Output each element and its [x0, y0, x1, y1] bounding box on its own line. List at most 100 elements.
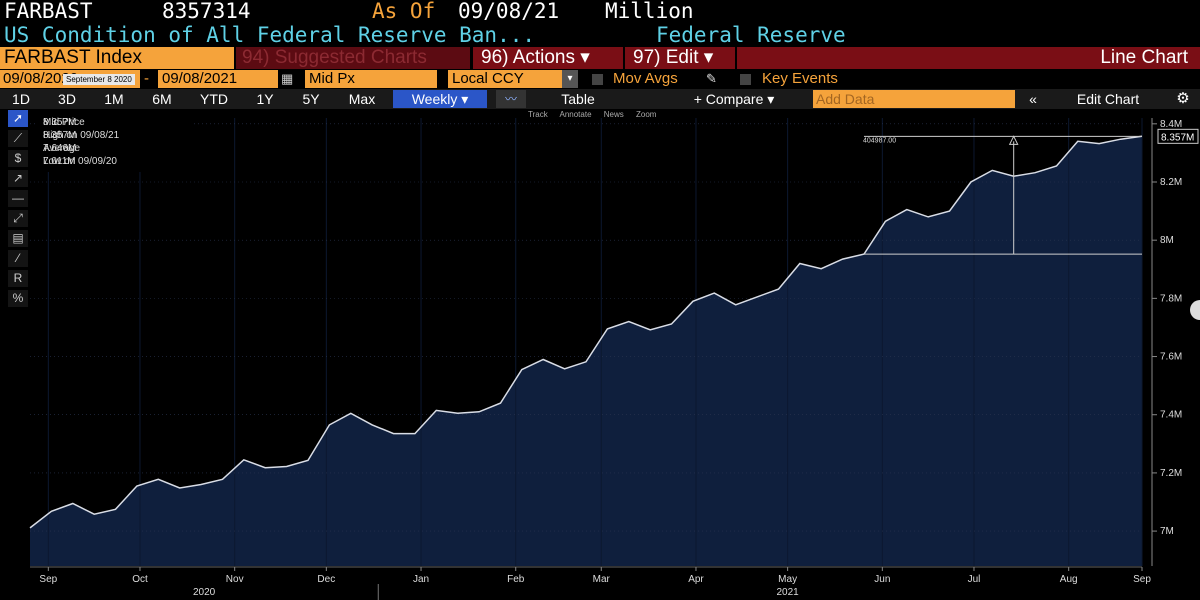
x-tick-label: Nov: [226, 574, 244, 585]
last-value-box: [1157, 128, 1199, 144]
collapse-icon[interactable]: «: [1029, 91, 1037, 107]
edit-menu[interactable]: 97) Edit ▾: [625, 47, 735, 69]
as-of-date: 09/08/21: [458, 0, 560, 23]
index-name-field[interactable]: FARBAST Index: [0, 47, 234, 69]
y-tick-label: 7.2M: [1160, 468, 1182, 479]
last-value-label: 8.357M: [1161, 132, 1194, 143]
series-area: [30, 136, 1142, 567]
x-tick-label: Oct: [132, 574, 148, 585]
percent-icon[interactable]: %: [8, 290, 28, 307]
security-description: US Condition of All Federal Reserve Ban.…: [4, 23, 536, 47]
compare-button[interactable]: + Compare ▾: [693, 91, 775, 107]
x-tick-label: May: [778, 574, 797, 585]
key-events-label: Key Events: [762, 70, 838, 87]
y-tick-label: 8.2M: [1160, 177, 1182, 188]
currency-select[interactable]: Local CCY: [448, 70, 562, 88]
description-row: US Condition of All Federal Reserve Ban.…: [0, 23, 1200, 47]
channel-icon[interactable]: ▤: [8, 230, 28, 247]
period-select[interactable]: Weekly ▾: [393, 90, 487, 108]
horizontal-line-icon[interactable]: —: [8, 190, 28, 207]
timeframe-1y[interactable]: 1Y: [256, 91, 274, 107]
legend-series-value: 8.357M: [43, 117, 77, 128]
timeframe-1d[interactable]: 1D: [12, 91, 30, 107]
drawing-toolbar: ➚ ⟋ $ ↗ — ⤢ ▤ ⁄ R %: [8, 110, 30, 310]
timeframe-row: 1D 3D 1M 6M YTD 1Y 5Y Max Weekly ▾ 〰 Tab…: [0, 89, 1200, 109]
track-tab[interactable]: Track: [528, 110, 548, 119]
edit-chart-button[interactable]: Edit Chart: [1076, 91, 1140, 107]
unit-label: Million: [605, 0, 694, 23]
price-field-select[interactable]: Mid Px: [305, 70, 437, 88]
date-range-dash: -: [144, 70, 149, 87]
function-toolbar: FARBAST Index 94) Suggested Charts 96) A…: [0, 47, 1200, 69]
last-value: 8357314: [162, 0, 251, 23]
source-label: Federal Reserve: [656, 23, 846, 47]
x-tick-label: Aug: [1060, 574, 1078, 585]
y-tick-label: 7.8M: [1160, 293, 1182, 304]
year-label: 2020: [193, 587, 216, 598]
annotate-tab[interactable]: Annotate: [559, 110, 592, 119]
as-of-label: As Of: [372, 0, 436, 23]
legend-average-label: Average: [43, 143, 81, 154]
annotation-tabs: Track Annotate News Zoom: [528, 110, 666, 119]
legend-low-value: 7.011M: [43, 156, 76, 167]
x-tick-label: Jan: [413, 574, 429, 585]
security-header: FARBAST 8357314 As Of 09/08/21 Million: [0, 0, 1200, 24]
legend-low-label: Low on 09/09/20: [43, 156, 117, 167]
legend-high-value: 8.357M: [43, 130, 77, 141]
legend-average-value: 7.646M: [43, 143, 77, 154]
pencil-icon[interactable]: ✎: [706, 71, 717, 86]
date-controls-row: 09/08/2020 September 8 2020 - 09/08/2021…: [0, 70, 1200, 89]
y-tick-label: 7M: [1160, 526, 1174, 537]
legend-high-label: High on 09/08/21: [43, 130, 120, 141]
x-tick-label: Jul: [968, 574, 981, 585]
resistance-icon[interactable]: R: [8, 270, 28, 287]
mov-avgs-label: Mov Avgs: [613, 70, 678, 87]
suggested-charts-button[interactable]: 94) Suggested Charts: [236, 47, 470, 69]
cursor-icon[interactable]: ➚: [8, 110, 28, 127]
price-tool-icon[interactable]: $: [8, 150, 28, 167]
table-button[interactable]: Table: [561, 91, 595, 107]
mov-avgs-checkbox[interactable]: [592, 74, 603, 85]
add-data-input[interactable]: Add Data: [813, 90, 1015, 108]
calendar-icon[interactable]: ▦: [281, 71, 294, 86]
x-tick-label: Mar: [593, 574, 611, 585]
actions-menu[interactable]: 96) Actions ▾: [473, 47, 623, 69]
line-chart-icon[interactable]: 〰: [496, 90, 526, 108]
chart-type-label: Line Chart: [737, 47, 1200, 69]
x-tick-label: Sep: [1133, 574, 1151, 585]
x-tick-label: Sep: [39, 574, 57, 585]
fib-icon[interactable]: ⁄: [8, 250, 28, 267]
end-date-input[interactable]: 09/08/2021: [158, 70, 278, 88]
chart-legend: Mid Price 8.357M High on 09/08/21 8.357M…: [36, 114, 192, 172]
timeframe-1m[interactable]: 1M: [104, 91, 124, 107]
timeframe-6m[interactable]: 6M: [152, 91, 172, 107]
x-tick-label: Jun: [874, 574, 890, 585]
x-tick-label: Dec: [317, 574, 335, 585]
legend-series-name: Mid Price: [43, 117, 85, 128]
y-tick-label: 7.6M: [1160, 352, 1182, 363]
annotation-label: 404987.00: [863, 137, 896, 144]
timeframe-ytd[interactable]: YTD: [200, 91, 228, 107]
ticker: FARBAST: [4, 0, 93, 23]
year-label: 2021: [777, 587, 800, 598]
scroll-handle: [1190, 300, 1200, 320]
gear-icon[interactable]: ⚙: [1176, 90, 1190, 107]
y-tick-label: 8M: [1160, 235, 1174, 246]
trend-line-icon[interactable]: ↗: [8, 170, 28, 187]
annotation-arrow-head: [1008, 135, 1019, 145]
zoom-tab[interactable]: Zoom: [636, 110, 657, 119]
series-line: [29, 135, 1143, 529]
timeframe-3d[interactable]: 3D: [58, 91, 76, 107]
line-tool-icon[interactable]: ⟋: [8, 130, 28, 147]
currency-dropdown-icon[interactable]: ▾: [562, 70, 578, 88]
start-date-tooltip: September 8 2020: [63, 74, 135, 85]
key-events-checkbox[interactable]: [740, 74, 751, 85]
news-tab[interactable]: News: [603, 110, 624, 119]
x-tick-label: Feb: [507, 574, 525, 585]
ray-line-icon[interactable]: ⤢: [8, 210, 28, 227]
timeframe-max[interactable]: Max: [348, 91, 376, 107]
x-tick-label: Apr: [688, 574, 704, 585]
y-tick-label: 7.4M: [1160, 410, 1182, 421]
timeframe-5y[interactable]: 5Y: [302, 91, 320, 107]
